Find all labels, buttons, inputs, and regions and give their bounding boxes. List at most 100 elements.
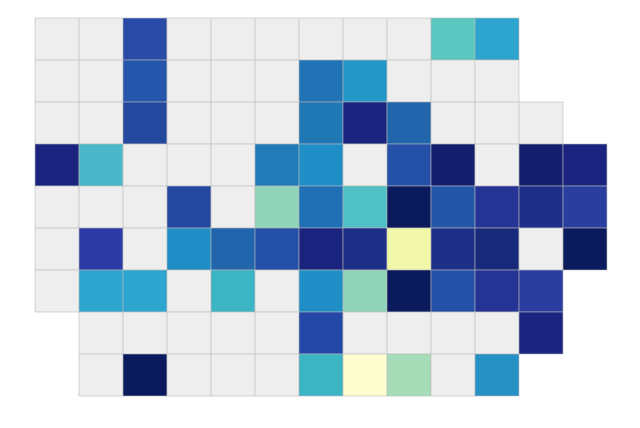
county <box>210 269 256 313</box>
county <box>34 185 80 229</box>
county <box>254 269 300 313</box>
county <box>342 101 388 145</box>
county <box>166 185 212 229</box>
county <box>78 227 124 271</box>
county <box>474 59 520 103</box>
county <box>430 185 476 229</box>
county <box>298 227 344 271</box>
county <box>298 101 344 145</box>
county <box>78 185 124 229</box>
county <box>474 17 520 61</box>
county <box>474 185 520 229</box>
county <box>298 311 344 355</box>
county <box>430 59 476 103</box>
county <box>34 101 80 145</box>
county <box>518 311 564 355</box>
county <box>474 353 520 397</box>
county <box>210 101 256 145</box>
county <box>78 269 124 313</box>
county <box>342 185 388 229</box>
county <box>386 269 432 313</box>
county <box>34 143 80 187</box>
county <box>430 227 476 271</box>
county <box>122 311 168 355</box>
county <box>166 17 212 61</box>
county <box>562 227 608 271</box>
county <box>430 17 476 61</box>
county <box>298 59 344 103</box>
county <box>34 269 80 313</box>
county <box>298 353 344 397</box>
county <box>34 17 80 61</box>
county <box>518 269 564 313</box>
county <box>342 227 388 271</box>
county <box>518 143 564 187</box>
county <box>474 311 520 355</box>
county <box>210 311 256 355</box>
county <box>342 311 388 355</box>
county <box>474 101 520 145</box>
county <box>254 17 300 61</box>
county <box>430 101 476 145</box>
county <box>254 143 300 187</box>
county <box>166 101 212 145</box>
county <box>342 143 388 187</box>
county <box>518 185 564 229</box>
county <box>166 311 212 355</box>
county <box>342 353 388 397</box>
county <box>166 59 212 103</box>
county <box>122 101 168 145</box>
county <box>562 143 608 187</box>
county <box>254 311 300 355</box>
county <box>342 59 388 103</box>
county <box>386 227 432 271</box>
county <box>298 17 344 61</box>
county <box>122 59 168 103</box>
county <box>342 17 388 61</box>
county <box>386 143 432 187</box>
county <box>78 59 124 103</box>
county <box>166 227 212 271</box>
county <box>166 353 212 397</box>
county <box>254 185 300 229</box>
county <box>122 143 168 187</box>
county <box>78 17 124 61</box>
county <box>78 143 124 187</box>
county <box>298 269 344 313</box>
county <box>474 227 520 271</box>
county <box>386 353 432 397</box>
county <box>518 227 564 271</box>
county <box>210 17 256 61</box>
county <box>562 185 608 229</box>
county <box>342 269 388 313</box>
county <box>34 59 80 103</box>
county <box>210 227 256 271</box>
county <box>122 227 168 271</box>
county <box>386 17 432 61</box>
county <box>430 143 476 187</box>
county <box>298 143 344 187</box>
county <box>210 185 256 229</box>
county <box>518 101 564 145</box>
county <box>210 353 256 397</box>
county <box>210 59 256 103</box>
county <box>78 311 124 355</box>
county <box>386 185 432 229</box>
county <box>430 269 476 313</box>
county <box>254 227 300 271</box>
county <box>166 143 212 187</box>
county <box>386 59 432 103</box>
county <box>34 227 80 271</box>
county <box>122 269 168 313</box>
county <box>430 311 476 355</box>
county <box>254 101 300 145</box>
county <box>430 353 476 397</box>
county <box>474 269 520 313</box>
county <box>386 311 432 355</box>
county <box>210 143 256 187</box>
county <box>254 59 300 103</box>
county <box>298 185 344 229</box>
county <box>386 101 432 145</box>
county <box>166 269 212 313</box>
